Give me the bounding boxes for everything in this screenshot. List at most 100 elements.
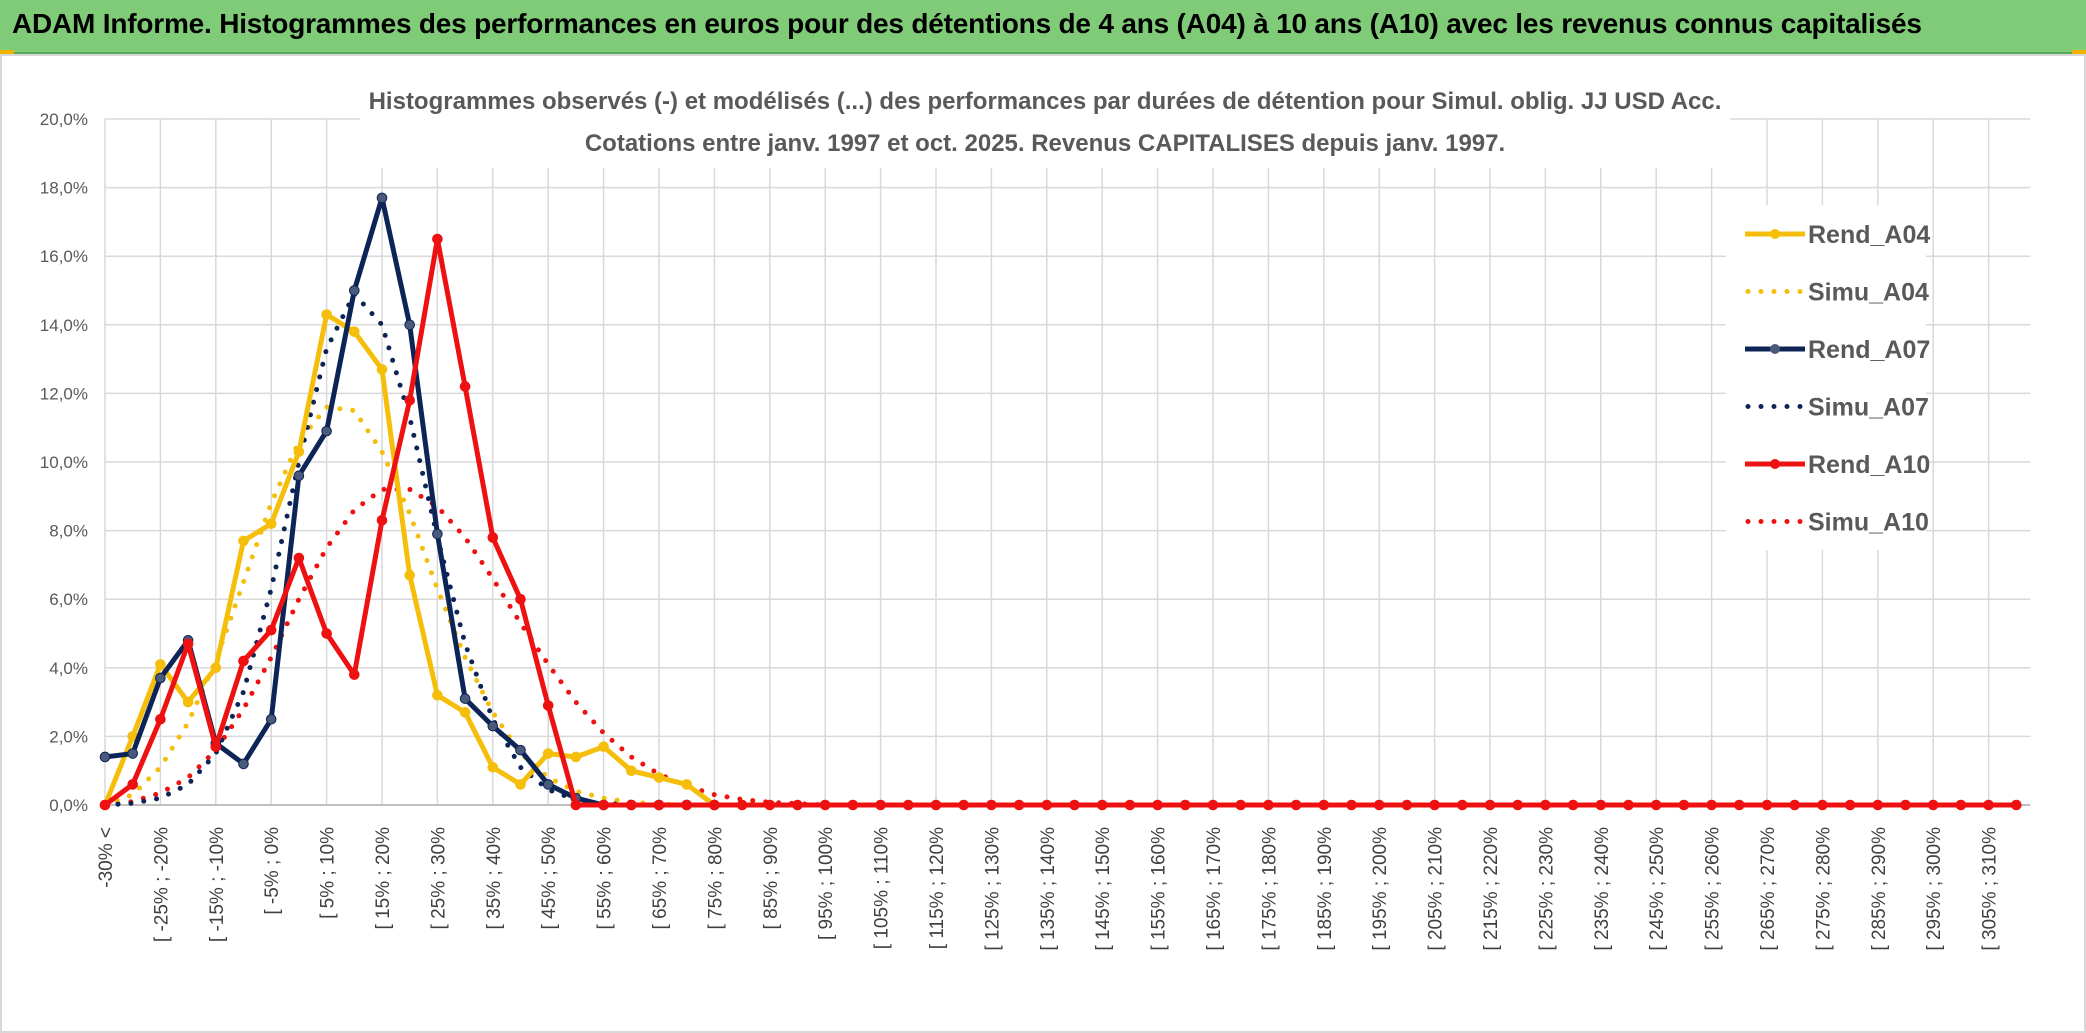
point-rend-a10: [1180, 799, 1191, 811]
point-rend-a10: [376, 515, 388, 526]
point-rend-a10: [847, 799, 859, 811]
point-rend-a10: [681, 799, 693, 811]
point-rend-a10: [182, 638, 194, 650]
point-rend-a10: [1623, 799, 1634, 811]
point-rend-a10: [99, 799, 111, 811]
x-tick-label: [ 155% ; 160%: [1149, 827, 1170, 951]
point-rend-a07: [459, 693, 471, 704]
point-rend-a04: [432, 689, 443, 701]
point-rend-a10: [1373, 799, 1385, 811]
point-rend-a07: [238, 758, 249, 770]
x-tick-label: [ 205% ; 210%: [1426, 827, 1447, 951]
point-rend-a10: [1872, 799, 1884, 811]
point-rend-a07: [487, 720, 499, 732]
point-rend-a10: [1290, 799, 1302, 811]
corner-accent-right: [2072, 50, 2086, 54]
point-rend-a07: [349, 285, 360, 296]
point-rend-a10: [293, 552, 305, 564]
point-rend-a10: [1567, 799, 1579, 811]
x-tick-label: [ 85% ; 90%: [761, 827, 782, 930]
point-rend-a10: [1235, 799, 1246, 811]
point-rend-a04: [155, 659, 166, 670]
chart-title: Histogrammes observés (-) et modélisés (…: [369, 88, 1722, 115]
point-rend-a10: [487, 532, 499, 543]
legend-background: [1726, 205, 1926, 550]
x-axis-ticks: -30% < [ -25% ; -20% [ -15% ; -10% [ -5% ; …: [96, 827, 2001, 951]
x-tick-label: [ 75% ; 80%: [705, 827, 726, 930]
y-tick-label: 20,0%: [40, 110, 88, 129]
point-rend-a10: [1900, 799, 1911, 811]
point-rend-a07: [265, 713, 277, 725]
point-rend-a10: [321, 628, 332, 639]
point-rend-a04: [515, 779, 526, 790]
point-rend-a04: [238, 535, 249, 547]
point-rend-a07: [515, 744, 526, 756]
point-rend-a04: [487, 761, 499, 773]
series-line-simu-a07: [102, 291, 717, 808]
point-rend-a10: [155, 713, 166, 725]
y-axis-ticks: 0,0% 2,0% 4,0% 6,0% 8,0% 10,0% 12,0% 14,0% 16,0%…: [40, 110, 88, 815]
point-rend-a10: [238, 655, 249, 667]
x-tick-label: [ 145% ; 150%: [1093, 827, 1114, 951]
point-rend-a10: [958, 799, 970, 811]
point-rend-a10: [127, 779, 138, 790]
point-rend-a10: [598, 799, 609, 811]
x-tick-label: [ 185% ; 190%: [1315, 827, 1336, 951]
legend-marker: [1770, 229, 1780, 239]
legend-item-simu-a10: Simu_A10: [1745, 509, 1929, 537]
y-tick-label: 2,0%: [49, 727, 88, 746]
x-tick-label: [ -15% ; -10%: [207, 827, 228, 942]
point-rend-a10: [349, 669, 360, 680]
point-rend-a10: [1484, 799, 1496, 811]
point-rend-a07: [432, 528, 443, 540]
legend-label: Simu_A10: [1808, 509, 1929, 537]
y-tick-label: 16,0%: [40, 247, 88, 266]
point-rend-a10: [986, 799, 997, 811]
point-rend-a04: [321, 309, 332, 320]
y-tick-label: 18,0%: [40, 179, 88, 198]
report-title: ADAM Informe. Histogrammes des performan…: [12, 8, 1922, 39]
point-rend-a10: [1817, 799, 1828, 811]
point-rend-a04: [182, 696, 194, 708]
point-rend-a10: [1650, 799, 1662, 811]
point-rend-a10: [1734, 799, 1745, 811]
legend-label: Rend_A10: [1808, 451, 1930, 479]
point-rend-a10: [459, 381, 471, 392]
point-rend-a10: [1706, 799, 1717, 811]
point-rend-a04: [681, 779, 693, 790]
point-rend-a10: [210, 741, 222, 752]
x-tick-label: [ 265% ; 270%: [1758, 827, 1779, 951]
x-tick-label: [ -5% ; 0%: [262, 827, 283, 915]
point-rend-a07: [155, 672, 166, 684]
point-rend-a04: [404, 569, 416, 581]
x-tick-label: [ -25% ; -20%: [151, 827, 172, 942]
x-tick-label: [ 35% ; 40%: [484, 827, 505, 930]
point-rend-a07: [127, 748, 138, 759]
point-rend-a10: [1346, 799, 1357, 811]
point-rend-a10: [792, 799, 803, 811]
point-rend-a10: [1983, 799, 1994, 811]
point-rend-a07: [99, 751, 111, 763]
point-rend-a10: [736, 799, 748, 811]
x-tick-label: [ 255% ; 260%: [1703, 827, 1724, 951]
title-banner: ADAM Informe. Histogrammes des performan…: [0, 0, 2086, 54]
x-tick-label: [ 305% ; 310%: [1980, 827, 2001, 951]
legend-item-rend-a07: Rend_A07: [1745, 336, 1930, 364]
point-rend-a10: [626, 799, 637, 811]
point-rend-a10: [2011, 799, 2022, 811]
x-tick-label: [ 115% ; 120%: [927, 827, 948, 949]
point-rend-a10: [1013, 799, 1025, 811]
chart-frame: [0, 54, 2086, 1033]
x-tick-label: [ 175% ; 180%: [1259, 827, 1280, 951]
chart-subtitle: Cotations entre janv. 1997 et oct. 2025.…: [585, 130, 1505, 157]
point-rend-a04: [349, 326, 360, 337]
x-tick-label: [ 235% ; 240%: [1592, 827, 1613, 951]
legend-label: Rend_A07: [1808, 336, 1930, 364]
point-rend-a04: [626, 765, 637, 777]
corner-accent-left: [0, 50, 14, 54]
point-rend-a10: [1429, 799, 1440, 811]
point-rend-a10: [1540, 799, 1551, 811]
x-tick-label: [ 215% ; 220%: [1481, 827, 1502, 951]
point-rend-a10: [1927, 799, 1939, 811]
